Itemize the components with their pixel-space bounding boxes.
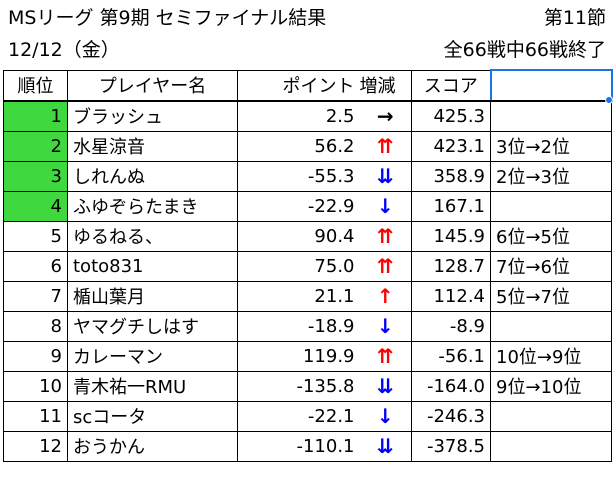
rank-cell[interactable]: 6: [3, 250, 68, 282]
trend-arrow-icon[interactable]: ↓: [359, 400, 412, 432]
player-name-cell[interactable]: ふゆぞらたまき: [67, 190, 238, 222]
rank-change-cell[interactable]: 2位→3位: [490, 160, 612, 192]
rank-cell[interactable]: 5: [3, 220, 68, 252]
selected-cell[interactable]: [489, 69, 613, 102]
points-cell[interactable]: -22.1: [237, 400, 360, 432]
table-row: 6 toto831 75.0 ⇈ 128.7 7位→6位: [3, 250, 612, 282]
player-name-cell[interactable]: しれんぬ: [67, 160, 238, 192]
score-cell[interactable]: 167.1: [411, 190, 491, 222]
rank-change-cell[interactable]: 10位→9位: [490, 340, 612, 372]
header-points-change-cell[interactable]: 増減: [359, 69, 412, 102]
trend-arrow-icon[interactable]: ⇈: [359, 220, 412, 252]
trend-arrow-icon[interactable]: ↓: [359, 190, 412, 222]
points-cell[interactable]: -110.1: [237, 430, 360, 462]
rank-cell[interactable]: 2: [3, 130, 68, 162]
rank-change-cell[interactable]: [490, 100, 612, 132]
player-name-cell[interactable]: ゆるねる、: [67, 220, 238, 252]
rank-change-cell[interactable]: 3位→2位: [490, 130, 612, 162]
rank-change-cell[interactable]: 7位→6位: [490, 250, 612, 282]
trend-arrow-icon[interactable]: ↓: [359, 310, 412, 342]
points-cell[interactable]: 75.0: [237, 250, 360, 282]
header-rank-cell[interactable]: 順位: [3, 69, 68, 102]
header-player-cell[interactable]: プレイヤー名: [67, 69, 238, 102]
table-row: 11 scコータ -22.1 ↓ -246.3: [3, 400, 612, 432]
trend-arrow-icon[interactable]: ⇊: [359, 160, 412, 192]
player-name-cell[interactable]: おうかん: [67, 430, 238, 462]
player-name-cell[interactable]: 青木祐一RMU: [67, 370, 238, 402]
rank-change-cell[interactable]: [490, 190, 612, 222]
table-row: 5 ゆるねる、 90.4 ⇈ 145.9 6位→5位: [3, 220, 612, 252]
rank-cell[interactable]: 12: [3, 430, 68, 462]
points-cell[interactable]: 90.4: [237, 220, 360, 252]
rank-change-cell[interactable]: 9位→10位: [490, 370, 612, 402]
round-label: 第11節: [543, 7, 606, 29]
rank-cell[interactable]: 9: [3, 340, 68, 372]
table-row: 9 カレーマン 119.9 ⇈ -56.1 10位→9位: [3, 340, 612, 372]
table-row: 3 しれんぬ -55.3 ⇊ 358.9 2位→3位: [3, 160, 612, 192]
rank-change-cell[interactable]: [490, 400, 612, 432]
player-name-cell[interactable]: ブラッシュ: [67, 100, 238, 132]
score-cell[interactable]: 425.3: [411, 100, 491, 132]
points-cell[interactable]: -55.3: [237, 160, 360, 192]
trend-arrow-icon[interactable]: ⇈: [359, 130, 412, 162]
table-row: 10 青木祐一RMU -135.8 ⇊ -164.0 9位→10位: [3, 370, 612, 402]
score-cell[interactable]: 128.7: [411, 250, 491, 282]
score-cell[interactable]: 358.9: [411, 160, 491, 192]
score-cell[interactable]: -378.5: [411, 430, 491, 462]
table-row: 1 ブラッシュ 2.5 → 425.3: [3, 100, 612, 132]
player-name-cell[interactable]: scコータ: [67, 400, 238, 432]
table-row: 8 ヤマグチしはす -18.9 ↓ -8.9: [3, 310, 612, 342]
trend-arrow-icon[interactable]: ⇈: [359, 250, 412, 282]
rank-change-cell[interactable]: [490, 430, 612, 462]
points-cell[interactable]: 21.1: [237, 280, 360, 312]
rank-change-cell[interactable]: [490, 310, 612, 342]
table-row: 2 水星涼音 56.2 ⇈ 423.1 3位→2位: [3, 130, 612, 162]
points-cell[interactable]: 56.2: [237, 130, 360, 162]
rank-cell[interactable]: 10: [3, 370, 68, 402]
progress-label: 全66戦中66戦終了: [443, 39, 606, 61]
player-name-cell[interactable]: toto831: [67, 250, 238, 282]
points-cell[interactable]: -135.8: [237, 370, 360, 402]
table-row: 12 おうかん -110.1 ⇊ -378.5: [3, 430, 612, 462]
score-cell[interactable]: 423.1: [411, 130, 491, 162]
table-row: 4 ふゆぞらたまき -22.9 ↓ 167.1: [3, 190, 612, 222]
date-label: 12/12（金）: [8, 39, 120, 61]
points-cell[interactable]: 119.9: [237, 340, 360, 372]
rank-cell[interactable]: 1: [3, 100, 68, 132]
player-name-cell[interactable]: ヤマグチしはす: [67, 310, 238, 342]
points-cell[interactable]: 2.5: [237, 100, 360, 132]
table-row: 7 楯山葉月 21.1 ↑ 112.4 5位→7位: [3, 280, 612, 312]
header-row: 順位 プレイヤー名 ポイント 増減 スコア: [3, 69, 613, 102]
score-cell[interactable]: -8.9: [411, 310, 491, 342]
score-cell[interactable]: 112.4: [411, 280, 491, 312]
player-name-cell[interactable]: 水星涼音: [67, 130, 238, 162]
trend-arrow-icon[interactable]: ⇊: [359, 430, 412, 462]
score-cell[interactable]: -164.0: [411, 370, 491, 402]
score-cell[interactable]: -56.1: [411, 340, 491, 372]
rank-cell[interactable]: 8: [3, 310, 68, 342]
rank-cell[interactable]: 7: [3, 280, 68, 312]
rank-change-cell[interactable]: 6位→5位: [490, 220, 612, 252]
header-points-cell[interactable]: ポイント: [237, 69, 360, 102]
rank-cell[interactable]: 11: [3, 400, 68, 432]
rank-cell[interactable]: 4: [3, 190, 68, 222]
header-score-cell[interactable]: スコア: [411, 69, 491, 102]
points-cell[interactable]: -22.9: [237, 190, 360, 222]
trend-arrow-icon[interactable]: ⇈: [359, 340, 412, 372]
rank-cell[interactable]: 3: [3, 160, 68, 192]
results-title: MSリーグ 第9期 セミファイナル結果: [8, 7, 327, 29]
player-name-cell[interactable]: カレーマン: [67, 340, 238, 372]
trend-arrow-icon[interactable]: ⇊: [359, 370, 412, 402]
trend-arrow-icon[interactable]: →: [359, 100, 412, 132]
score-cell[interactable]: -246.3: [411, 400, 491, 432]
points-cell[interactable]: -18.9: [237, 310, 360, 342]
results-table: 順位 プレイヤー名 ポイント 増減 スコア 1 ブラッシュ 2.5 → 425.3 2 水星…: [3, 69, 613, 462]
selection-fill-handle[interactable]: [605, 96, 613, 104]
player-name-cell[interactable]: 楯山葉月: [67, 280, 238, 312]
score-cell[interactable]: 145.9: [411, 220, 491, 252]
rank-change-cell[interactable]: 5位→7位: [490, 280, 612, 312]
trend-arrow-icon[interactable]: ↑: [359, 280, 412, 312]
